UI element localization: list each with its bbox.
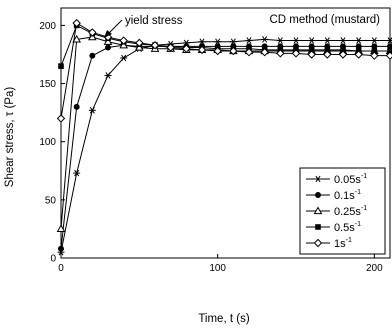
data-point	[56, 224, 66, 233]
legend-label: 0.25s-1	[334, 205, 367, 218]
plot-area: 0 100 200 0 50 100 150 200 0.05s-1 0.1s-1 0.25s-1 0…	[39, 7, 392, 274]
data-point	[229, 38, 237, 45]
data-point	[73, 103, 80, 110]
yield-arrow-head	[104, 30, 112, 38]
legend-label: 0.05s-1	[334, 173, 367, 186]
series-line-4	[60, 22, 390, 119]
data-point	[197, 45, 207, 55]
data-point	[103, 37, 113, 45]
x-axis-label: Time, t (s)	[198, 313, 249, 325]
data-point	[73, 169, 81, 177]
data-point	[213, 46, 222, 56]
data-point	[56, 114, 66, 123]
x-tick-label: 0	[58, 263, 64, 274]
yield-stress-annotation: yield stress	[125, 15, 183, 27]
data-point	[182, 44, 191, 53]
legend-label: 0.5s-1	[334, 221, 361, 234]
data-point	[135, 38, 144, 48]
data-point	[339, 37, 347, 44]
data-point	[340, 47, 346, 53]
data-point	[338, 50, 348, 59]
series-line-2	[60, 36, 390, 229]
data-point	[104, 72, 112, 79]
data-point	[323, 50, 332, 59]
data-point	[88, 107, 96, 114]
data-point	[370, 51, 379, 60]
data-point	[355, 43, 362, 50]
data-point	[386, 37, 392, 44]
data-point	[72, 34, 82, 43]
legend-marker	[314, 175, 322, 183]
legend-marker	[315, 192, 321, 198]
data-point	[308, 47, 315, 53]
legend-marker	[313, 238, 323, 248]
data-point	[355, 37, 363, 44]
data-point	[261, 36, 269, 43]
data-point	[198, 38, 206, 45]
data-point	[324, 47, 331, 53]
data-point	[245, 37, 253, 44]
data-point	[323, 37, 331, 44]
x-tick-label: 200	[366, 263, 383, 274]
data-point	[385, 51, 392, 60]
data-point	[150, 41, 160, 50]
data-point	[166, 43, 175, 52]
data-point	[308, 37, 316, 44]
data-point	[214, 38, 222, 45]
data-point	[58, 63, 64, 69]
data-point	[119, 40, 129, 49]
data-point	[72, 18, 81, 28]
legend-marker	[315, 224, 321, 230]
data-point	[58, 245, 64, 252]
data-point	[371, 48, 378, 54]
legend-label: 0.1s-1	[334, 189, 361, 202]
data-point	[244, 47, 254, 57]
y-tick-label: 200	[39, 21, 56, 32]
y-tick-label: 100	[39, 137, 56, 148]
method-annotation: CD method (mustard)	[269, 14, 380, 26]
data-point	[260, 47, 269, 57]
data-point	[292, 37, 300, 44]
series-line-1	[60, 44, 390, 249]
data-point	[291, 49, 301, 58]
data-point	[276, 49, 285, 58]
data-point	[276, 37, 284, 44]
data-point	[119, 36, 128, 45]
plot-frame	[60, 7, 391, 259]
data-point	[229, 46, 238, 56]
y-tick-label: 0	[50, 254, 56, 265]
x-tick-label: 100	[209, 263, 226, 274]
legend-marker	[313, 206, 323, 215]
data-point	[105, 44, 111, 51]
y-tick-label: 50	[45, 195, 57, 206]
data-point	[387, 48, 392, 54]
data-point	[120, 54, 128, 62]
data-point	[87, 32, 97, 41]
data-point	[88, 28, 97, 37]
series-line-0	[60, 38, 390, 253]
data-point	[370, 37, 378, 44]
yield-arrow-shaft	[107, 19, 123, 35]
y-axis-label: Shear stress, τ (Pa)	[4, 87, 16, 188]
data-point	[89, 52, 96, 59]
data-point	[354, 50, 363, 59]
legend-label: 1s-1	[334, 237, 352, 250]
data-point	[371, 43, 378, 50]
y-tick-label: 150	[39, 79, 56, 90]
series-line-3	[60, 24, 390, 67]
data-point	[307, 50, 316, 59]
data-point	[134, 43, 144, 51]
